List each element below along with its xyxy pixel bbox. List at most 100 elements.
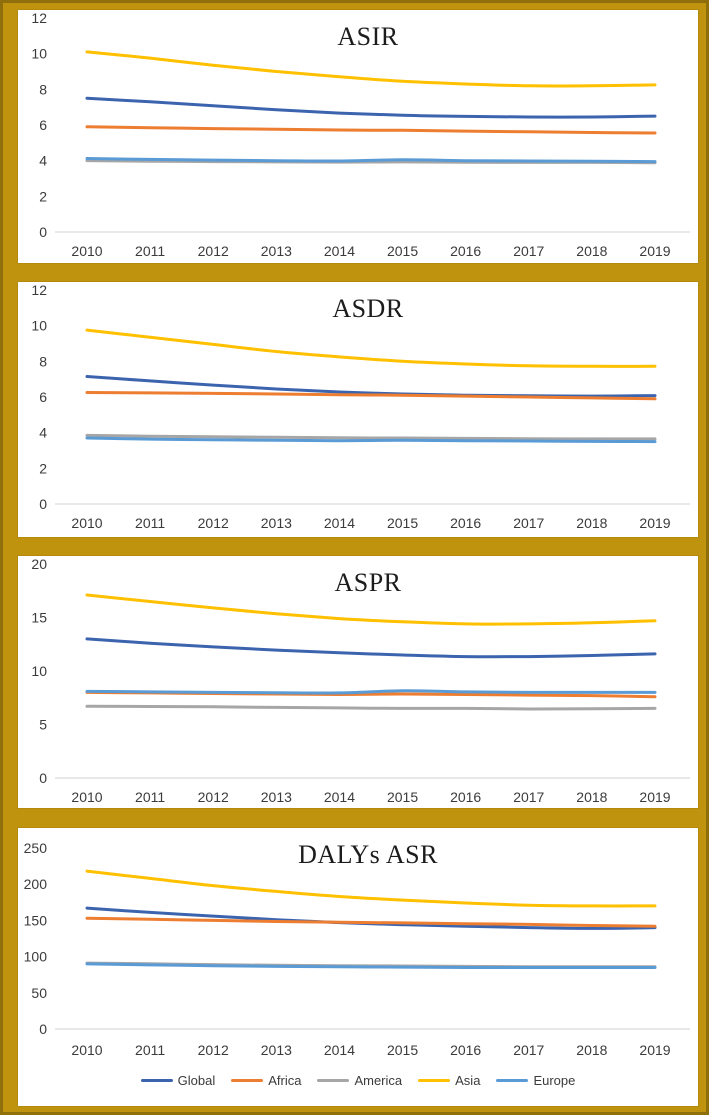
y-tick-label: 200: [24, 876, 48, 892]
x-tick-label: 2015: [387, 1042, 418, 1058]
legend-item-america: America: [317, 1073, 402, 1088]
legend-swatch-america: [317, 1079, 350, 1082]
series-line-europe: [85, 962, 657, 969]
series-line-africa: [85, 125, 657, 135]
x-tick-label: 2014: [324, 1042, 355, 1058]
legend-label-africa: Africa: [268, 1073, 302, 1088]
x-tick-label: 2015: [387, 515, 418, 531]
x-tick-label: 2018: [576, 789, 607, 805]
series-line-europe: [85, 689, 657, 695]
y-tick-label: 10: [31, 46, 47, 62]
chart-title-asdr: ASDR: [332, 294, 404, 323]
legend-swatch-europe: [496, 1079, 529, 1082]
chart-panel-aspr: ASPR 0 5 10 15 20 2010 2011 2012 2013 2014 2015 201…: [18, 556, 698, 808]
x-tick-label: 2018: [576, 515, 607, 531]
y-tick-label: 50: [31, 985, 47, 1001]
x-tick-label: 2019: [639, 243, 670, 259]
y-tick-label: 2: [39, 188, 47, 204]
x-tick-label: 2016: [450, 515, 481, 531]
chart-panel-dalys-asr: DALYs ASR 0 50 100 150 200 250 2010 2011 2012 201…: [18, 828, 698, 1106]
x-tick-label: 2014: [324, 515, 355, 531]
x-tick-label: 2019: [639, 789, 670, 805]
y-tick-label: 5: [39, 717, 47, 733]
y-tick-label: 15: [31, 610, 47, 626]
y-tick-label: 6: [39, 389, 47, 405]
y-tick-label: 0: [39, 496, 47, 512]
x-tick-label: 2012: [198, 1042, 229, 1058]
x-tick-label: 2013: [261, 789, 292, 805]
y-tick-label: 100: [24, 949, 48, 965]
y-tick-label: 4: [39, 425, 47, 441]
legend-label-asia: Asia: [455, 1073, 481, 1088]
x-tick-label: 2014: [324, 789, 355, 805]
series-line-europe: [85, 157, 657, 164]
chart-panel-asdr: ASDR 0 2 4 6 8 10 12 2010 2011 2012 2013 2014 2015 20…: [18, 282, 698, 537]
x-tick-label: 2016: [450, 789, 481, 805]
x-tick-label: 2016: [450, 1042, 481, 1058]
y-tick-label: 10: [31, 318, 47, 334]
chart-title-aspr: ASPR: [334, 568, 402, 597]
chart-panel-asir: ASIR 0 2 4 6 8 10 12 2010 2011 2012 2013 2014 2015 20…: [18, 10, 698, 263]
chart-title-dalys-asr: DALYs ASR: [298, 840, 438, 869]
chart-legend: Global Africa America Asia Europe: [18, 1073, 698, 1088]
x-tick-label: 2012: [198, 243, 229, 259]
legend-item-europe: Europe: [496, 1073, 575, 1088]
x-tick-label: 2010: [71, 243, 102, 259]
legend-swatch-africa: [231, 1079, 264, 1082]
chart-plot-asir: 0 2 4 6 8 10 12 2010 2011 2012 2013 2014 2015 2016 201…: [31, 10, 690, 259]
x-tick-label: 2010: [71, 789, 102, 805]
x-tick-label: 2011: [135, 515, 165, 531]
x-tick-label: 2012: [198, 789, 229, 805]
chart-plot-aspr: 0 5 10 15 20 2010 2011 2012 2013 2014 2015 2016 2017…: [31, 556, 690, 805]
legend-swatch-asia: [418, 1079, 451, 1082]
y-tick-label: 8: [39, 353, 47, 369]
x-tick-label: 2010: [71, 1042, 102, 1058]
x-tick-label: 2017: [513, 1042, 544, 1058]
y-tick-label: 8: [39, 81, 47, 97]
x-tick-label: 2017: [513, 515, 544, 531]
x-tick-label: 2014: [324, 243, 355, 259]
x-tick-label: 2015: [387, 243, 418, 259]
x-tick-label: 2011: [135, 789, 165, 805]
y-tick-label: 12: [31, 10, 47, 26]
x-tick-label: 2011: [135, 1042, 165, 1058]
y-tick-label: 10: [31, 663, 47, 679]
x-tick-label: 2011: [135, 243, 165, 259]
chart-plot-dalys-asr: 0 50 100 150 200 250 2010 2011 2012 2013 2014 2015 2…: [24, 840, 690, 1058]
x-tick-label: 2019: [639, 515, 670, 531]
legend-label-america: America: [354, 1073, 403, 1088]
x-tick-label: 2013: [261, 243, 292, 259]
series-line-america: [85, 704, 657, 711]
legend-item-africa: Africa: [231, 1073, 301, 1088]
series-line-africa: [85, 916, 657, 928]
x-tick-label: 2015: [387, 789, 418, 805]
series-line-america: [85, 433, 657, 441]
x-tick-label: 2013: [261, 1042, 292, 1058]
legend-label-europe: Europe: [533, 1073, 576, 1088]
x-tick-label: 2017: [513, 789, 544, 805]
series-line-asia: [85, 593, 657, 626]
legend-label-global: Global: [177, 1073, 216, 1088]
x-tick-label: 2018: [576, 1042, 607, 1058]
series-line-asia: [85, 50, 657, 88]
chart-plot-asdr: 0 2 4 6 8 10 12 2010 2011 2012 2013 2014 2015 2016 201…: [31, 282, 690, 531]
y-tick-label: 20: [31, 556, 47, 572]
legend-item-asia: Asia: [418, 1073, 480, 1088]
x-tick-label: 2012: [198, 515, 229, 531]
y-tick-label: 0: [39, 1021, 47, 1037]
y-tick-label: 0: [39, 770, 47, 786]
x-tick-label: 2016: [450, 243, 481, 259]
series-line-global: [85, 637, 657, 659]
y-tick-label: 6: [39, 117, 47, 133]
y-tick-label: 0: [39, 224, 47, 240]
y-tick-label: 250: [24, 840, 48, 856]
x-tick-label: 2013: [261, 515, 292, 531]
chart-title-asir: ASIR: [337, 22, 399, 51]
series-line-asia: [85, 869, 657, 908]
legend-item-global: Global: [140, 1073, 216, 1088]
y-tick-label: 2: [39, 460, 47, 476]
x-tick-label: 2017: [513, 243, 544, 259]
x-tick-label: 2019: [639, 1042, 670, 1058]
y-tick-label: 4: [39, 153, 47, 169]
